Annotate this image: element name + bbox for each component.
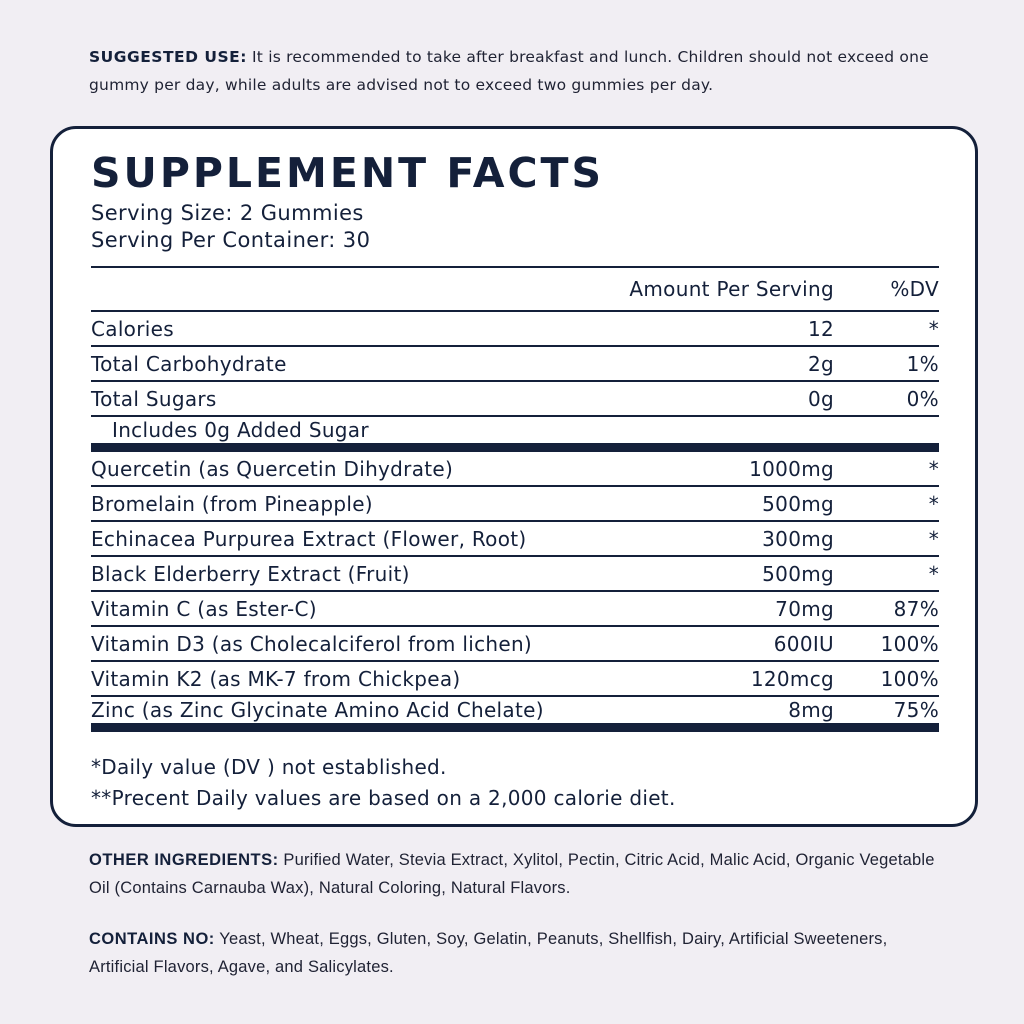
other-ingredients-label: OTHER INGREDIENTS: bbox=[89, 851, 279, 869]
nutrient-name: Vitamin C (as Ester-C) bbox=[91, 596, 317, 621]
table-row: Total Carbohydrate 2g 1% bbox=[91, 347, 939, 382]
contains-no-text: Yeast, Wheat, Eggs, Gluten, Soy, Gelatin… bbox=[89, 930, 888, 976]
other-ingredients-text: Purified Water, Stevia Extract, Xylitol,… bbox=[89, 851, 935, 897]
suggested-use-text: It is recommended to take after breakfas… bbox=[89, 48, 929, 94]
table-row: Black Elderberry Extract (Fruit) 500mg * bbox=[91, 557, 939, 592]
table-row: Vitamin K2 (as MK-7 from Chickpea) 120mcg… bbox=[91, 662, 939, 697]
nutrient-name: Quercetin (as Quercetin Dihydrate) bbox=[91, 456, 454, 481]
dv-value: 100% bbox=[880, 631, 939, 656]
dv-value: * bbox=[928, 316, 939, 341]
suggested-use-label: SUGGESTED USE: bbox=[89, 48, 247, 66]
supplement-facts-panel: SUPPLEMENT FACTS Serving Size: 2 Gummies… bbox=[50, 126, 978, 827]
dv-header: %DV bbox=[890, 277, 939, 301]
table-row: Quercetin (as Quercetin Dihydrate) 1000mg… bbox=[91, 452, 939, 487]
amount-value: 300mg bbox=[762, 526, 834, 551]
table-row: Echinacea Purpurea Extract (Flower, Root… bbox=[91, 522, 939, 557]
table-row: Vitamin C (as Ester-C) 70mg 87% bbox=[91, 592, 939, 627]
dv-value: * bbox=[928, 456, 939, 481]
nutrient-name: Vitamin K2 (as MK-7 from Chickpea) bbox=[91, 666, 461, 691]
amount-value: 500mg bbox=[762, 561, 834, 586]
table-row: Zinc (as Zinc Glycinate Amino Acid Chela… bbox=[91, 697, 939, 732]
table-row: Calories 12 * bbox=[91, 312, 939, 347]
dv-value: 87% bbox=[893, 596, 939, 621]
dv-value: * bbox=[928, 491, 939, 516]
amount-value: 0g bbox=[807, 386, 834, 411]
dv-value: 0% bbox=[906, 386, 939, 411]
dv-value: * bbox=[928, 526, 939, 551]
serving-size: Serving Size: 2 Gummies bbox=[91, 201, 364, 225]
amount-value: 12 bbox=[807, 316, 834, 341]
nutrient-name: Calories bbox=[91, 316, 174, 341]
footnote-dv: *Daily value (DV ) not established. bbox=[91, 755, 447, 779]
table-row: Bromelain (from Pineapple) 500mg * bbox=[91, 487, 939, 522]
dv-value: 75% bbox=[893, 698, 939, 722]
facts-table: Amount Per Serving %DV Calories 12 * Total … bbox=[91, 266, 939, 732]
nutrient-name: Black Elderberry Extract (Fruit) bbox=[91, 561, 410, 586]
amount-value: 600IU bbox=[773, 631, 834, 656]
amount-value: 8mg bbox=[788, 698, 834, 722]
nutrient-name: Bromelain (from Pineapple) bbox=[91, 491, 373, 516]
nutrient-name: Includes 0g Added Sugar bbox=[112, 418, 369, 442]
table-row: Total Sugars 0g 0% bbox=[91, 382, 939, 417]
dv-value: * bbox=[928, 561, 939, 586]
table-row: Includes 0g Added Sugar bbox=[91, 417, 939, 452]
amount-value: 2g bbox=[807, 351, 834, 376]
table-row: Vitamin D3 (as Cholecalciferol from lich… bbox=[91, 627, 939, 662]
servings-per-container: Serving Per Container: 30 bbox=[91, 228, 371, 252]
nutrient-name: Zinc (as Zinc Glycinate Amino Acid Chela… bbox=[91, 698, 544, 722]
amount-value: 1000mg bbox=[749, 456, 834, 481]
suggested-use: SUGGESTED USE: It is recommended to take… bbox=[89, 43, 939, 99]
nutrient-name: Total Carbohydrate bbox=[91, 351, 287, 376]
amount-value: 500mg bbox=[762, 491, 834, 516]
dv-value: 100% bbox=[880, 666, 939, 691]
nutrient-name: Total Sugars bbox=[91, 386, 217, 411]
nutrient-name: Echinacea Purpurea Extract (Flower, Root… bbox=[91, 526, 527, 551]
other-ingredients: OTHER INGREDIENTS: Purified Water, Stevi… bbox=[89, 846, 939, 902]
amount-header: Amount Per Serving bbox=[629, 277, 834, 301]
amount-value: 120mcg bbox=[750, 666, 834, 691]
dv-value: 1% bbox=[906, 351, 939, 376]
contains-no: CONTAINS NO: Yeast, Wheat, Eggs, Gluten,… bbox=[89, 925, 939, 981]
amount-value: 70mg bbox=[775, 596, 834, 621]
facts-title: SUPPLEMENT FACTS bbox=[91, 149, 605, 197]
footnote-calorie: **Precent Daily values are based on a 2,… bbox=[91, 786, 676, 810]
nutrient-name: Vitamin D3 (as Cholecalciferol from lich… bbox=[91, 631, 533, 656]
table-header: Amount Per Serving %DV bbox=[91, 268, 939, 312]
contains-no-label: CONTAINS NO: bbox=[89, 930, 215, 948]
